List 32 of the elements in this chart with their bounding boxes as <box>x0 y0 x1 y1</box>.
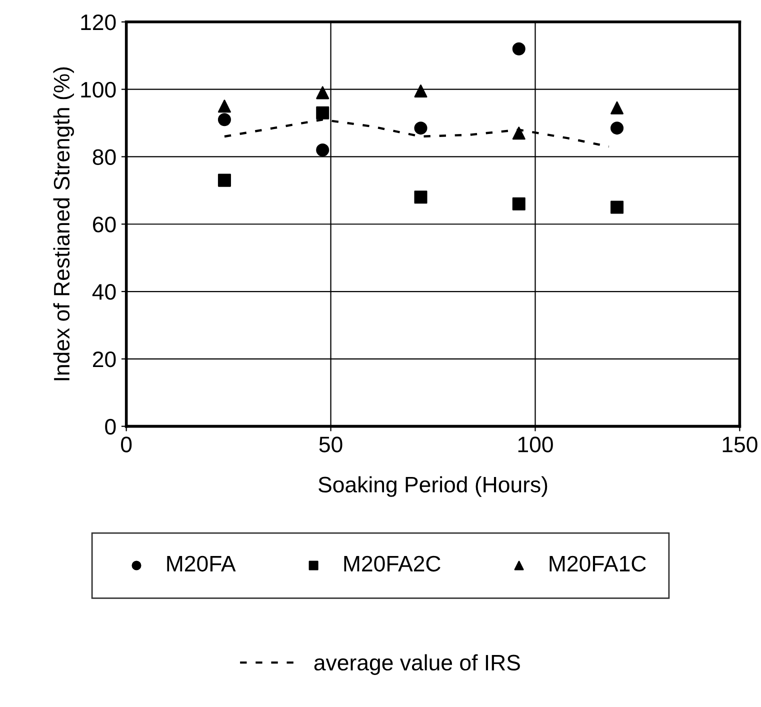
y-tick-label: 20 <box>93 351 116 368</box>
point <box>316 143 330 156</box>
point <box>512 197 526 210</box>
y-tick-label: 80 <box>92 149 116 165</box>
y-tick-label: 100 <box>81 82 116 98</box>
legend-label: M20FA2C <box>344 556 440 572</box>
legend-label: M20FA <box>167 556 236 572</box>
y-tick-label: 60 <box>93 216 116 232</box>
point <box>316 106 330 120</box>
point <box>414 190 428 204</box>
point <box>218 113 231 126</box>
point <box>414 122 428 135</box>
point <box>218 100 231 113</box>
x-tick-label: 100 <box>518 436 553 452</box>
point <box>316 86 330 100</box>
point <box>610 101 624 114</box>
y-axis-title: Index of Restianed Strength (%) <box>53 67 74 380</box>
y-tick-label: 0 <box>105 418 116 435</box>
point <box>610 200 624 214</box>
y-tick-label: 40 <box>92 284 116 300</box>
x-tick-label: 50 <box>319 436 342 452</box>
point <box>610 122 624 135</box>
point <box>414 84 428 98</box>
point <box>512 42 526 56</box>
point <box>512 126 526 140</box>
legend-label: average value of IRS <box>314 654 520 675</box>
legend-label: M20FA1C <box>550 556 646 572</box>
x-axis-title: Soaking Period (Hours) <box>318 476 548 497</box>
point <box>218 174 231 187</box>
x-tick-label: 0 <box>121 436 132 452</box>
x-tick-label: 150 <box>722 436 758 452</box>
y-tick-label: 120 <box>81 14 116 30</box>
